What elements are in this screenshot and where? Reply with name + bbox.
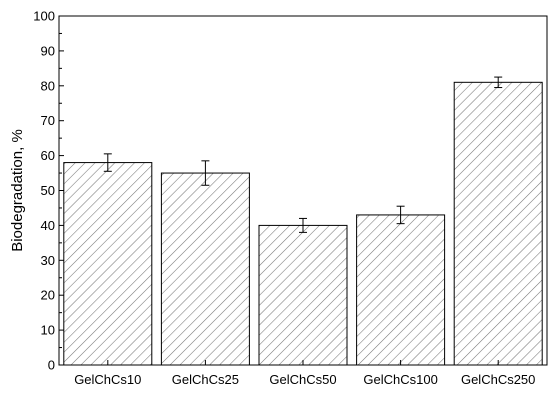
x-tick-label: GelChCs25 xyxy=(172,372,239,387)
x-tick-label: GelChCs250 xyxy=(461,372,535,387)
error-bars xyxy=(103,76,503,233)
bar xyxy=(63,162,153,366)
y-tick-label: 80 xyxy=(41,78,55,93)
plot-frame xyxy=(58,15,548,366)
x-axis-ticks: GelChCs10 GelChCs25 GelChCs50 GelChCs100 Gel… xyxy=(74,360,535,387)
y-axis-title: Biodegradation, % xyxy=(9,129,26,252)
y-tick-label: 10 xyxy=(41,323,55,338)
y-tick-label: 20 xyxy=(41,288,55,303)
y-tick-label: 60 xyxy=(41,148,55,163)
y-tick-label: 30 xyxy=(41,253,55,268)
bar xyxy=(160,172,250,366)
y-tick-label: 40 xyxy=(41,218,55,233)
x-tick-label: GelChCs10 xyxy=(74,372,141,387)
y-tick-label: 50 xyxy=(41,183,55,198)
x-tick-label: GelChCs50 xyxy=(269,372,336,387)
bar xyxy=(356,214,446,366)
bar xyxy=(258,224,348,366)
y-tick-label: 100 xyxy=(33,9,55,24)
y-axis-ticks: 0 10 20 30 40 50 60 70 80 90 100 xyxy=(33,9,64,373)
y-tick-label: 90 xyxy=(41,43,55,58)
y-tick-label: 70 xyxy=(41,113,55,128)
bar xyxy=(453,81,543,366)
x-tick-label: GelChCs100 xyxy=(363,372,437,387)
y-tick-label: 0 xyxy=(48,358,55,373)
